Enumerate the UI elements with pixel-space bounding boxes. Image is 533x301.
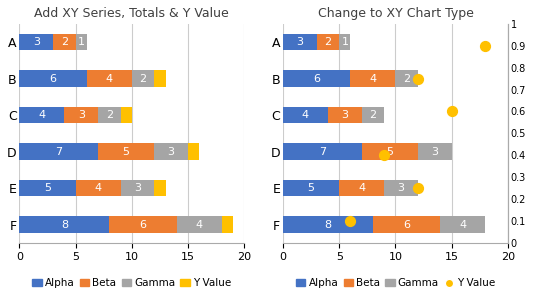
Text: 3: 3: [398, 183, 405, 193]
Bar: [154, 143, 188, 160]
Text: 6: 6: [50, 73, 56, 84]
Bar: [339, 34, 351, 50]
Text: 5: 5: [44, 183, 51, 193]
Bar: [120, 180, 154, 196]
Bar: [283, 34, 317, 50]
Point: [447, 109, 456, 114]
Bar: [19, 143, 98, 160]
Text: 2: 2: [61, 37, 68, 47]
Bar: [384, 180, 418, 196]
Bar: [19, 34, 53, 50]
Bar: [87, 70, 132, 87]
Text: 6: 6: [140, 219, 147, 230]
Text: 3: 3: [134, 183, 141, 193]
Bar: [283, 143, 362, 160]
Legend: Alpha, Beta, Gamma, Y Value: Alpha, Beta, Gamma, Y Value: [28, 274, 236, 293]
Bar: [283, 70, 351, 87]
Bar: [351, 70, 395, 87]
Text: 3: 3: [296, 37, 303, 47]
Bar: [76, 180, 120, 196]
Text: 4: 4: [302, 110, 309, 120]
Title: Change to XY Chart Type: Change to XY Chart Type: [318, 7, 473, 20]
Text: 4: 4: [106, 73, 113, 84]
Text: 4: 4: [94, 183, 102, 193]
Text: 2: 2: [403, 73, 410, 84]
Bar: [19, 180, 76, 196]
Bar: [222, 216, 233, 233]
Bar: [362, 143, 418, 160]
Bar: [132, 70, 154, 87]
Text: 8: 8: [61, 219, 68, 230]
Bar: [283, 180, 339, 196]
Text: 7: 7: [319, 147, 326, 157]
Bar: [19, 216, 109, 233]
Text: 2: 2: [140, 73, 147, 84]
Bar: [154, 70, 166, 87]
Bar: [98, 143, 154, 160]
Text: 6: 6: [313, 73, 320, 84]
Bar: [283, 107, 328, 123]
Text: 3: 3: [168, 147, 175, 157]
Bar: [154, 180, 166, 196]
Bar: [283, 216, 373, 233]
Legend: Alpha, Beta, Gamma, Y Value: Alpha, Beta, Gamma, Y Value: [292, 274, 499, 293]
Bar: [317, 34, 339, 50]
Text: 7: 7: [55, 147, 62, 157]
Bar: [76, 34, 87, 50]
Text: 3: 3: [33, 37, 40, 47]
Bar: [64, 107, 98, 123]
Point: [481, 43, 490, 48]
Text: 2: 2: [369, 110, 376, 120]
Text: 2: 2: [325, 37, 332, 47]
Text: 1: 1: [78, 37, 85, 47]
Point: [380, 153, 389, 158]
Text: 4: 4: [459, 219, 466, 230]
Text: 3: 3: [341, 110, 349, 120]
Text: 3: 3: [431, 147, 438, 157]
Text: 2: 2: [106, 110, 113, 120]
Bar: [98, 107, 120, 123]
Bar: [53, 34, 76, 50]
Bar: [328, 107, 362, 123]
Text: 4: 4: [196, 219, 203, 230]
Text: 4: 4: [358, 183, 365, 193]
Bar: [188, 143, 199, 160]
Text: 4: 4: [38, 110, 45, 120]
Bar: [339, 180, 384, 196]
Bar: [373, 216, 440, 233]
Text: 5: 5: [123, 147, 130, 157]
Bar: [418, 143, 451, 160]
Point: [414, 186, 422, 191]
Bar: [440, 216, 486, 233]
Bar: [19, 70, 87, 87]
Text: 5: 5: [308, 183, 314, 193]
Text: 8: 8: [325, 219, 332, 230]
Bar: [19, 107, 64, 123]
Text: 5: 5: [386, 147, 393, 157]
Bar: [109, 216, 177, 233]
Text: 6: 6: [403, 219, 410, 230]
Bar: [120, 107, 132, 123]
Point: [346, 219, 355, 223]
Text: 1: 1: [341, 37, 349, 47]
Point: [414, 76, 422, 81]
Title: Add XY Series, Totals & Y Value: Add XY Series, Totals & Y Value: [35, 7, 229, 20]
Text: 3: 3: [78, 110, 85, 120]
Bar: [362, 107, 384, 123]
Text: 4: 4: [369, 73, 376, 84]
Bar: [177, 216, 222, 233]
Bar: [395, 70, 418, 87]
